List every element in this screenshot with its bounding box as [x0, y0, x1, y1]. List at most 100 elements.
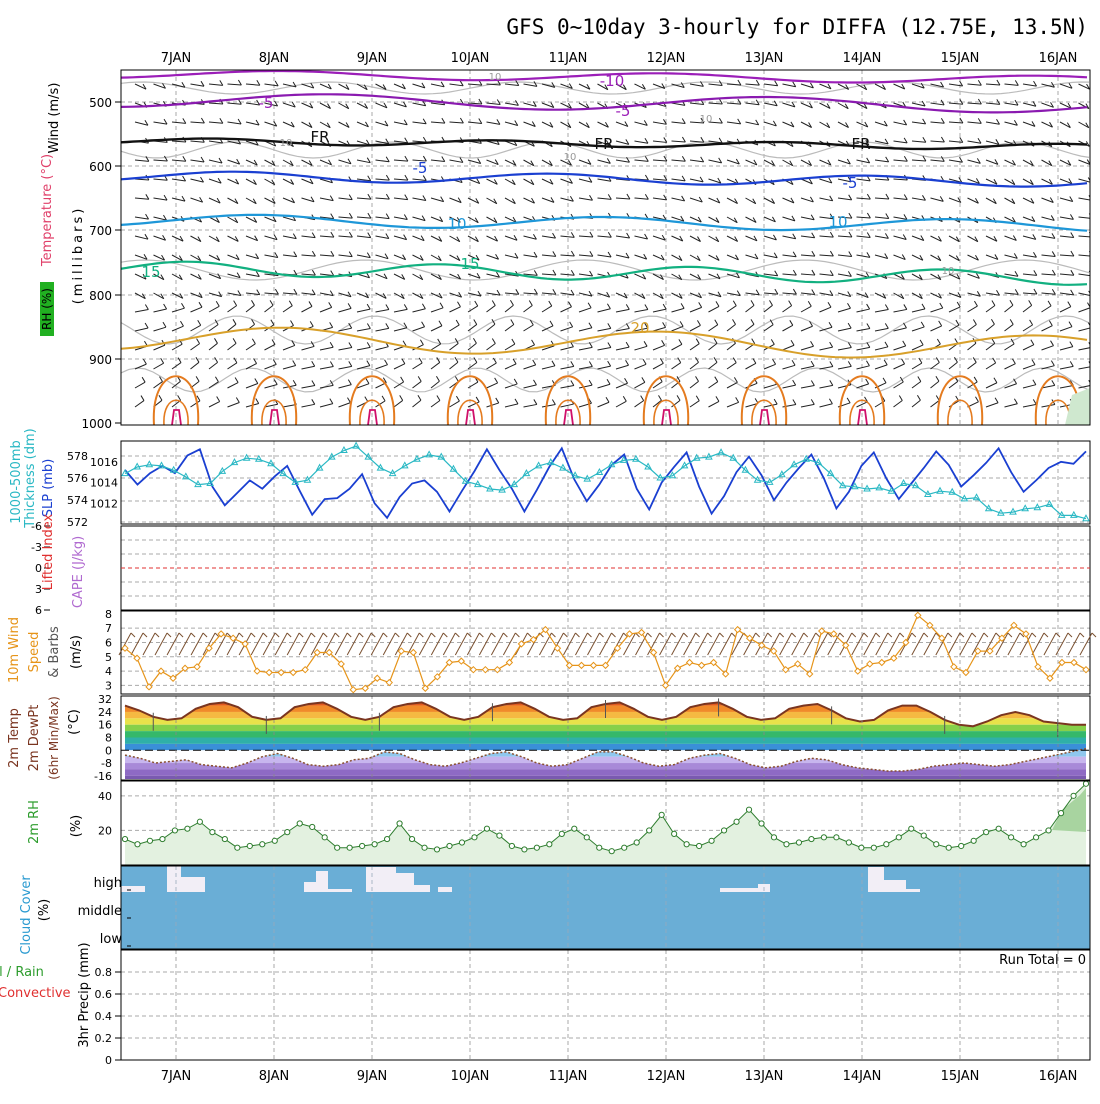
- wind-barb-flag: [532, 101, 537, 107]
- wind-barb-flag: [681, 136, 686, 143]
- wind-barb-flag: [272, 216, 277, 222]
- wind-barb-flag: [606, 291, 611, 298]
- wind-barb-flag: [863, 632, 869, 638]
- wind-barb-flag: [363, 84, 368, 90]
- wind-barb-flag: [270, 319, 275, 325]
- lifted-index-label: Lifted Index: [41, 513, 56, 590]
- rh-marker: [209, 829, 216, 836]
- wind-barb-flag: [309, 102, 314, 109]
- wind-barb: [282, 159, 294, 167]
- rh-marker: [159, 835, 166, 843]
- wind-barb-flag: [254, 378, 259, 384]
- wind-barb: [171, 343, 183, 351]
- wind-barb: [486, 235, 498, 242]
- wind-barb-flag: [903, 137, 908, 144]
- wind-barb: [310, 632, 324, 656]
- wind-barb: [967, 254, 979, 261]
- thickness-marker: [267, 459, 275, 467]
- wind-barb: [615, 364, 629, 370]
- wind-barb: [442, 632, 456, 656]
- wind-barb: [338, 327, 352, 332]
- wind-barb-flag: [367, 193, 372, 200]
- rh-marker: [658, 811, 665, 818]
- wind-barb: [245, 102, 260, 106]
- wind-barb-flag: [385, 138, 390, 144]
- wind-barb: [264, 304, 274, 313]
- pressure-tick-label: 900: [89, 353, 112, 367]
- wind-barb: [611, 632, 624, 656]
- wind-barb: [578, 273, 593, 277]
- wind-barb: [134, 83, 147, 90]
- rh-marker: [958, 842, 965, 850]
- wind-barb: [819, 254, 834, 257]
- wind-barb-flag: [236, 158, 241, 165]
- warm-contour: [446, 375, 494, 425]
- wind-barb: [1004, 121, 1018, 126]
- rh-marker: [1008, 834, 1015, 841]
- wind-barb: [856, 83, 867, 91]
- wind-barb-flag: [863, 84, 868, 90]
- rh-marker: [983, 829, 990, 836]
- wind-barb: [708, 305, 720, 313]
- wind-speed-marker: [1022, 630, 1030, 638]
- wind-barb: [375, 327, 389, 332]
- wind-barb-flag: [588, 379, 593, 386]
- wind-barb: [449, 292, 462, 298]
- wind-barb: [560, 365, 574, 370]
- wind-barb-flag: [327, 103, 331, 109]
- wind-speed-marker: [1082, 665, 1090, 674]
- wind-barb-flag: [607, 342, 612, 348]
- thickness-marker: [887, 486, 896, 494]
- wind-barb: [1004, 83, 1019, 86]
- wind-barb-flag: [142, 632, 148, 638]
- rh-marker: [733, 818, 740, 825]
- wind-barb-flag: [847, 176, 852, 183]
- thickness-marker: [571, 471, 579, 479]
- wind-barb-flag: [496, 271, 500, 278]
- wind-barb: [1078, 102, 1090, 110]
- thickness-marker: [121, 469, 129, 477]
- wind-barb-flag: [274, 80, 279, 87]
- rh-contour: [121, 141, 1090, 159]
- wind-barb: [171, 178, 186, 182]
- wind-barb: [208, 361, 218, 370]
- wind-barb: [597, 140, 610, 146]
- wind-barb-flag: [237, 290, 242, 296]
- wind-speed-marker: [974, 647, 982, 655]
- wind-barb-flag: [976, 158, 981, 164]
- wind-barb-flag: [773, 252, 778, 258]
- wind-barb: [683, 632, 697, 656]
- wind-barb: [893, 121, 907, 126]
- wind-barb-flag: [515, 80, 520, 86]
- wind-barb: [763, 254, 778, 259]
- wind-barb: [393, 308, 408, 313]
- wind-barb-flag: [215, 301, 220, 307]
- isotherm-line: [121, 260, 1088, 286]
- wind-barb: [486, 102, 501, 105]
- wind-barb: [393, 254, 406, 261]
- wind-barb-flag: [530, 179, 535, 185]
- wind-barb-flag: [958, 177, 963, 183]
- wind-barb: [375, 83, 387, 90]
- thickness-line: [124, 445, 1087, 520]
- wind-barb: [467, 102, 482, 105]
- wind-barb: [504, 197, 516, 205]
- wind-barb: [911, 83, 925, 89]
- wind-barb-flag: [919, 339, 924, 346]
- wind-barb: [874, 327, 889, 332]
- wind-barb-flag: [233, 300, 238, 306]
- rh-marker: [508, 842, 515, 850]
- isotherm-line: [121, 93, 1088, 114]
- wind-barb-flag: [921, 100, 926, 107]
- wind-barb: [430, 121, 445, 124]
- wind-barb-flag: [421, 215, 426, 221]
- wind-barb-flag: [310, 82, 315, 89]
- wind-barb-flag: [681, 175, 686, 182]
- wind-barb-flag: [1031, 121, 1036, 127]
- wind-barb: [319, 216, 334, 220]
- cloud-block: [438, 887, 452, 892]
- rh-marker: [496, 832, 503, 839]
- wind-barb-flag: [718, 117, 723, 124]
- wind-barb: [449, 343, 459, 351]
- wind-barb-flag: [938, 320, 943, 327]
